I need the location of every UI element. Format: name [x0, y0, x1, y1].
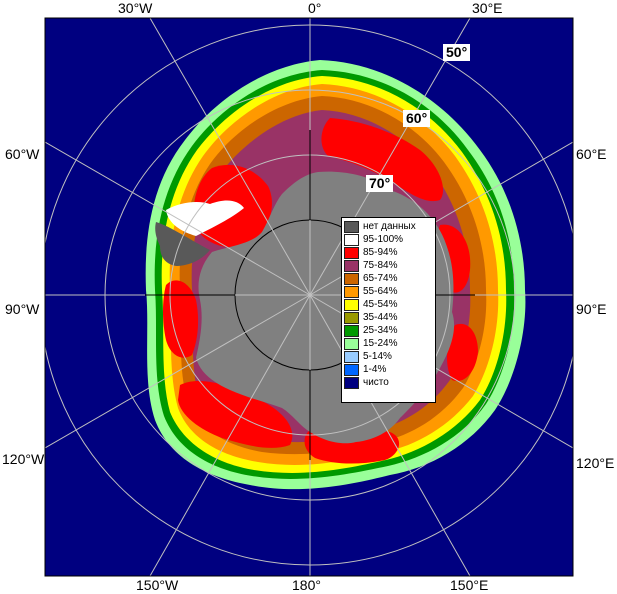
legend-swatch	[344, 363, 359, 376]
legend-label: 35-44%	[363, 312, 398, 323]
lon-label: 90°W	[5, 301, 40, 317]
legend-item: 25-34%	[344, 324, 433, 337]
lon-label: 180°	[292, 577, 321, 593]
legend-swatch	[344, 298, 359, 311]
legend-item: 15-24%	[344, 337, 433, 350]
legend-item: чисто	[344, 376, 433, 389]
map-frame	[44, 17, 574, 577]
lat-label: 60°	[403, 110, 431, 127]
legend-swatch	[344, 220, 359, 233]
legend-swatch	[344, 285, 359, 298]
lon-label: 150°E	[450, 577, 489, 593]
legend-item: 75-84%	[344, 259, 433, 272]
legend-swatch	[344, 376, 359, 389]
legend-item: 5-14%	[344, 350, 433, 363]
legend-label: 55-64%	[363, 286, 398, 297]
legend-item: 45-54%	[344, 298, 433, 311]
ice-zone-85-94	[446, 323, 478, 382]
legend: нет данных 95-100% 85-94% 75-84% 65-74% 55-64…	[341, 217, 436, 403]
legend-item: 35-44%	[344, 311, 433, 324]
legend-item: 55-64%	[344, 285, 433, 298]
legend-swatch	[344, 350, 359, 363]
lon-label: 150°W	[136, 577, 179, 593]
lon-label: 120°E	[576, 455, 615, 471]
legend-label: 5-14%	[363, 351, 392, 362]
lon-label: 120°W	[2, 451, 45, 467]
ice-zone-95-100	[166, 200, 244, 236]
legend-label: чисто	[363, 377, 389, 388]
ice-zone-85-94	[321, 118, 444, 202]
legend-swatch	[344, 233, 359, 246]
legend-swatch	[344, 337, 359, 350]
legend-swatch	[344, 246, 359, 259]
lon-label: 60°E	[576, 146, 607, 162]
lon-label: 30°W	[118, 0, 153, 16]
lon-label: 0°	[308, 0, 322, 16]
legend-label: нет данных	[363, 221, 416, 232]
legend-label: 95-100%	[363, 234, 404, 245]
legend-label: 65-74%	[363, 273, 398, 284]
lon-label: 90°E	[576, 301, 607, 317]
ice-zone-85-94	[178, 380, 293, 448]
lon-label: 30°E	[472, 0, 503, 16]
legend-item: нет данных	[344, 220, 433, 233]
legend-swatch	[344, 311, 359, 324]
legend-swatch	[344, 272, 359, 285]
legend-label: 1-4%	[363, 364, 387, 375]
lat-label: 70°	[366, 175, 394, 192]
ice-zone-85-94	[163, 280, 199, 358]
legend-label: 15-24%	[363, 338, 398, 349]
legend-swatch	[344, 259, 359, 272]
no-data-area	[155, 222, 210, 266]
legend-label: 45-54%	[363, 299, 398, 310]
legend-label: 25-34%	[363, 325, 398, 336]
legend-label: 85-94%	[363, 247, 398, 258]
legend-item: 65-74%	[344, 272, 433, 285]
lat-label: 50°	[443, 44, 471, 61]
lon-label: 60°W	[5, 146, 40, 162]
legend-label: 75-84%	[363, 260, 398, 271]
legend-item: 85-94%	[344, 246, 433, 259]
legend-swatch	[344, 324, 359, 337]
legend-item: 1-4%	[344, 363, 433, 376]
legend-item: 95-100%	[344, 233, 433, 246]
